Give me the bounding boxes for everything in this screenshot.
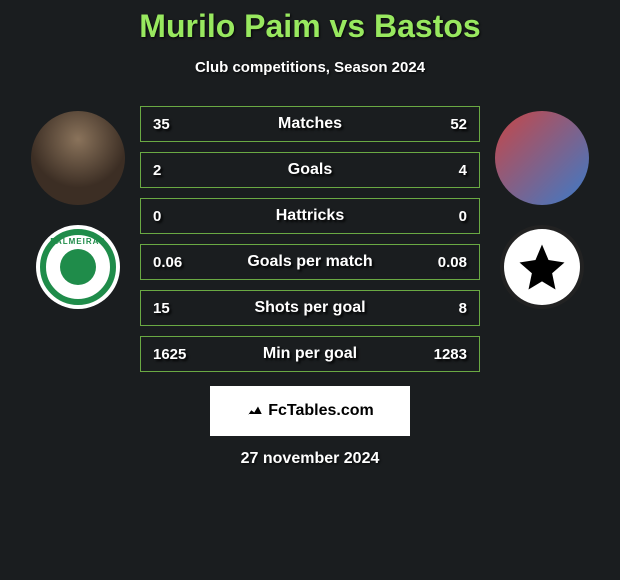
stat-right-value: 1283 — [434, 346, 467, 363]
palmeiras-text-top: PALMEIRAS — [36, 237, 120, 246]
stat-left-value: 15 — [153, 300, 170, 317]
stat-row: 1625Min per goal1283 — [140, 336, 480, 372]
footer-date: 27 november 2024 — [0, 450, 620, 468]
stat-row: 0.06Goals per match0.08 — [140, 244, 480, 280]
stat-row: 35Matches52 — [140, 106, 480, 142]
stat-right-value: 4 — [459, 162, 467, 179]
stats-column: 35Matches52 2Goals4 0Hattricks0 0.06Goals p… — [140, 106, 480, 372]
stat-left-value: 0 — [153, 208, 161, 225]
chart-icon — [246, 402, 264, 420]
stat-right-value: 0 — [459, 208, 467, 225]
stat-left-value: 2 — [153, 162, 161, 179]
stat-label: Hattricks — [141, 207, 479, 225]
stat-left-value: 0.06 — [153, 254, 182, 271]
stat-label: Matches — [141, 115, 479, 133]
right-player-column — [492, 106, 592, 372]
stat-right-value: 0.08 — [438, 254, 467, 271]
brand-text: FcTables.com — [268, 402, 374, 420]
stat-label: Goals per match — [141, 253, 479, 271]
stat-label: Min per goal — [141, 345, 479, 363]
comparison-content: PALMEIRAS 35Matches522Goals40Hattricks00… — [0, 106, 620, 372]
star-icon — [515, 240, 569, 294]
stat-row: 2Goals4 — [140, 152, 480, 188]
left-player-photo — [31, 111, 125, 205]
stat-left-value: 1625 — [153, 346, 186, 363]
brand-box: FcTables.com — [210, 386, 410, 436]
right-team-badge — [500, 225, 584, 309]
stat-right-value: 8 — [459, 300, 467, 317]
stat-row: 0Hattricks0 — [140, 198, 480, 234]
botafogo-star-badge — [504, 229, 580, 305]
right-player-photo — [495, 111, 589, 205]
page-title: Murilo Paim vs Bastos — [0, 8, 620, 45]
stat-row: 15Shots per goal8 — [140, 290, 480, 326]
brand-logo: FcTables.com — [246, 402, 374, 420]
page-subtitle: Club competitions, Season 2024 — [0, 59, 620, 76]
left-player-column: PALMEIRAS — [28, 106, 128, 372]
stat-label: Shots per goal — [141, 299, 479, 317]
stat-left-value: 35 — [153, 116, 170, 133]
left-team-badge: PALMEIRAS — [36, 225, 120, 309]
header: Murilo Paim vs Bastos Club competitions,… — [0, 0, 620, 76]
stat-right-value: 52 — [450, 116, 467, 133]
stat-label: Goals — [141, 161, 479, 179]
